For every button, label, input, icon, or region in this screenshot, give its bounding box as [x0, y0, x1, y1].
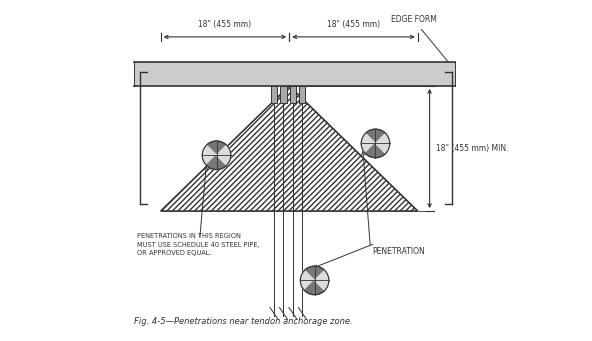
Polygon shape	[304, 266, 324, 280]
Polygon shape	[314, 270, 329, 291]
Polygon shape	[375, 133, 390, 153]
Polygon shape	[202, 145, 217, 165]
Circle shape	[300, 266, 329, 295]
Bar	[271, 86, 277, 103]
Polygon shape	[207, 155, 227, 169]
Text: 18" (455 mm): 18" (455 mm)	[198, 20, 252, 29]
Text: 18" (455 mm) MIN.: 18" (455 mm) MIN.	[436, 144, 508, 153]
Text: EDGE FORM: EDGE FORM	[391, 15, 448, 62]
Polygon shape	[160, 86, 418, 211]
Circle shape	[361, 129, 390, 158]
Polygon shape	[361, 133, 375, 153]
Bar	[281, 86, 287, 103]
Bar	[290, 86, 296, 103]
Polygon shape	[365, 129, 385, 144]
Polygon shape	[300, 270, 314, 291]
Bar	[134, 62, 455, 86]
Polygon shape	[365, 144, 385, 158]
Circle shape	[202, 141, 231, 169]
Text: PENETRATION: PENETRATION	[372, 247, 425, 256]
Text: 18" (455 mm): 18" (455 mm)	[327, 20, 380, 29]
Text: PENETRATIONS IN THIS REGION
MUST USE SCHEDULE 40 STEEL PIPE,
OR APPROVED EQUAL.: PENETRATIONS IN THIS REGION MUST USE SCH…	[137, 233, 259, 256]
Polygon shape	[217, 145, 231, 165]
Polygon shape	[207, 141, 227, 155]
Bar	[300, 86, 305, 103]
Text: Fig. 4-5—Penetrations near tendon anchorage zone.: Fig. 4-5—Penetrations near tendon anchor…	[134, 317, 352, 326]
Polygon shape	[304, 280, 324, 295]
